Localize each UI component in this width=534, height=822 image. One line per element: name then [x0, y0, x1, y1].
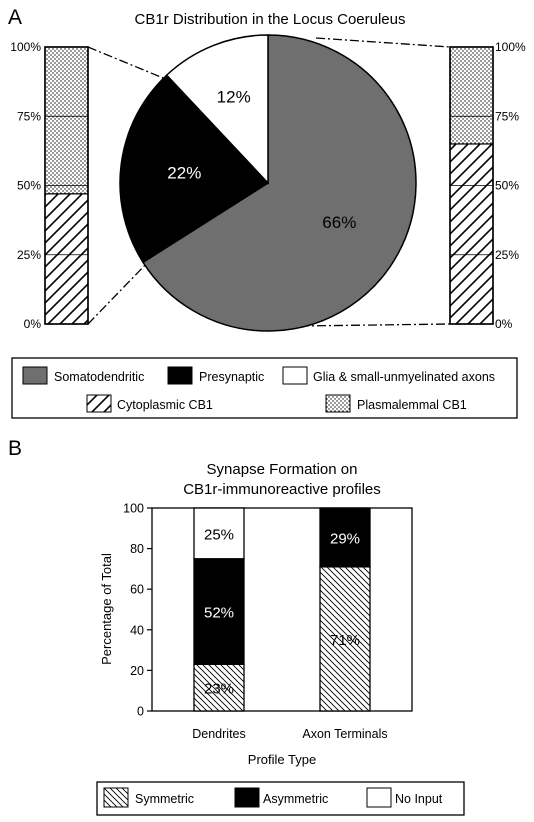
tick-label: 25% [495, 248, 519, 262]
data-label-axon-terminals-asymmetric: 29% [330, 530, 360, 547]
pie-slice-somatodendritic [142, 34, 417, 332]
y-tick-label: 0 [137, 705, 144, 719]
legend-label-symmetric: Symmetric [135, 792, 194, 806]
tick-label: 100% [495, 40, 526, 54]
plot-frame [151, 507, 413, 712]
bar-dendrites-no-input [193, 507, 245, 560]
pie-title: CB1r Distribution in the Locus Coeruleus [135, 11, 406, 28]
legend-label-cytoplasmic: Cytoplasmic CB1 [117, 398, 213, 412]
data-label-dendrites-asymmetric: 52% [204, 605, 234, 622]
tick-label: 50% [495, 179, 519, 193]
legend-label-asymmetric: Asymmetric [263, 792, 328, 806]
tick-label: 100% [10, 40, 41, 54]
legend-swatch-glia [282, 366, 308, 385]
data-label-axon-terminals-symmetric: 71% [330, 632, 360, 649]
pie-label-somatodendritic: 66% [322, 213, 356, 232]
legend-b: Symmetric Asymmetric No Input [96, 781, 465, 816]
y-tick-label: 40 [130, 623, 144, 637]
connector-right-top [315, 37, 451, 48]
segment-cytoplasmic-cb1 [449, 143, 494, 325]
tick-label: 75% [495, 109, 519, 123]
legend-swatch-plasmalemmal [325, 394, 351, 413]
y-tick-label: 80 [130, 542, 144, 556]
legend-label-plasmalemmal: Plasmalemmal CB1 [357, 398, 467, 412]
data-label-dendrites-no-input: 25% [204, 526, 234, 543]
panel-b-letter: B [8, 437, 22, 460]
pie-label-presynaptic: 22% [167, 163, 201, 182]
legend-swatch-symmetric [103, 787, 129, 808]
tick-label: 75% [17, 109, 41, 123]
pie-label-glia-small-unmyelinated-axons: 12% [217, 87, 251, 106]
bar-axon-terminals-asymmetric [319, 507, 371, 568]
connector-left-bottom [87, 259, 151, 325]
bar-title-line-2: CB1r-immunoreactive profiles [183, 481, 381, 498]
legend-swatch-somatodendritic [22, 366, 48, 385]
legend-swatch-asymmetric [234, 787, 260, 808]
bar-dendrites-symmetric [193, 663, 245, 712]
legend-b-frame [96, 781, 465, 816]
panel-a-letter: A [8, 6, 22, 29]
pie-slice-presynaptic [119, 74, 270, 264]
x-tick-label-axon-terminals: Axon Terminals [302, 727, 387, 741]
somatodendritic-stacked-bar: 0% 25% 50% 75% 100% [449, 40, 526, 331]
tick-label: 0% [24, 317, 42, 331]
segment-cytoplasmic-cb1 [44, 193, 89, 325]
bar-title-line-1: Synapse Formation on [207, 461, 358, 478]
segment-plasmalemmal-cb1 [449, 46, 494, 145]
legend-label-glia: Glia & small-unmyelinated axons [313, 370, 495, 384]
tick-label: 50% [17, 179, 41, 193]
connector-lines [87, 37, 451, 327]
legend-swatch-no-input [366, 787, 392, 808]
legend-label-presynaptic: Presynaptic [199, 370, 264, 384]
y-tick-label: 60 [130, 583, 144, 597]
y-tick-label: 100 [123, 502, 144, 516]
connector-left-top [87, 46, 169, 81]
legend-a-frame [11, 357, 518, 419]
bar-dendrites-asymmetric [193, 558, 245, 665]
legend-swatch-cytoplasmic [86, 394, 112, 413]
tick-label: 25% [17, 248, 41, 262]
synapse-bar-chart: 0 20 40 60 80 100 23% 52% 25% Dendrites 71% 29% Axon… [123, 502, 413, 741]
legend-label-no-input: No Input [395, 792, 443, 806]
legend-swatch-presynaptic [167, 366, 193, 385]
tick-label: 0% [495, 317, 513, 331]
pie-chart: 66% 22% 12% [119, 34, 417, 332]
pie-slice-glia-small-unmyelinated-axons [165, 34, 269, 185]
y-axis-title: Percentage of Total [99, 553, 114, 665]
x-tick-label-dendrites: Dendrites [192, 727, 246, 741]
bar-axon-terminals-symmetric [319, 566, 371, 712]
segment-plasmalemmal-cb1 [44, 46, 89, 195]
legend-a: Somatodendritic Presynaptic Glia & small… [11, 357, 518, 419]
presynaptic-stacked-bar: 0% 25% 50% 75% 100% [10, 40, 89, 331]
data-label-dendrites-symmetric: 23% [204, 681, 234, 698]
connector-right-bottom [299, 323, 451, 327]
legend-label-somatodendritic: Somatodendritic [54, 370, 144, 384]
x-axis-title: Profile Type [248, 752, 316, 767]
y-tick-label: 20 [130, 664, 144, 678]
